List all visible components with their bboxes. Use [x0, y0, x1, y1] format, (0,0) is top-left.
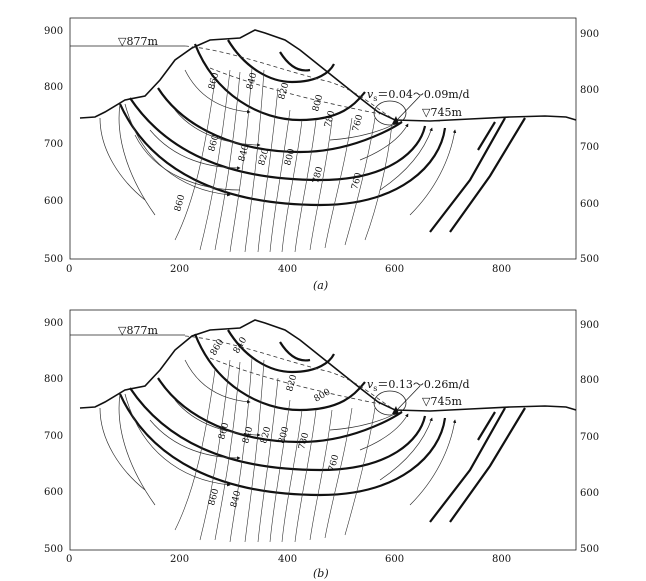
panel-a: 860 840 820 800 780 760 860 840 820 800 … [44, 17, 599, 292]
svg-text:840: 840 [245, 71, 259, 90]
svg-text:0: 0 [66, 554, 72, 565]
svg-text:860: 860 [207, 71, 221, 90]
svg-text:800: 800 [44, 82, 63, 93]
panel-b: 860 840 820 800 860 840 820 800 780 760 … [44, 309, 599, 580]
panel-a-slide-surface-inner [157, 87, 403, 154]
panel-b-flow-lines [99, 359, 457, 506]
panel-b-caption: (b) [313, 567, 329, 580]
svg-text:500: 500 [44, 544, 63, 555]
panel-a-velocity: vs＝0.04～0.09m/d [367, 88, 470, 103]
panel-b-slide-surface-upper-outer [193, 333, 366, 412]
svg-text:800: 800 [311, 93, 325, 112]
svg-text:800: 800 [492, 554, 511, 565]
svg-text:860: 860 [207, 487, 221, 506]
svg-text:800: 800 [277, 425, 291, 444]
panel-b-upstream-level: ▽877m [118, 324, 158, 337]
svg-text:800: 800 [580, 375, 599, 386]
panel-a-slide-surface-upper-outer [193, 43, 366, 122]
svg-text:700: 700 [44, 431, 63, 442]
svg-text:860: 860 [173, 193, 187, 212]
svg-text:400: 400 [278, 264, 297, 275]
panel-a-axes: 900 800 700 600 500 900 800 700 600 500 … [44, 26, 599, 275]
svg-text:600: 600 [44, 196, 63, 207]
svg-text:700: 700 [44, 139, 63, 150]
svg-text:500: 500 [580, 544, 599, 555]
svg-text:860: 860 [209, 337, 226, 357]
svg-text:780: 780 [311, 165, 325, 184]
svg-text:500: 500 [580, 254, 599, 265]
panel-b-bedrock-line-2 [449, 407, 526, 523]
panel-b-discharge-marker [392, 406, 399, 414]
svg-text:820: 820 [259, 425, 273, 444]
panel-a-discharge-marker [392, 116, 399, 124]
panel-b-bedrock-line-1 [429, 407, 506, 523]
svg-text:840: 840 [241, 425, 255, 444]
svg-text:760: 760 [351, 113, 365, 132]
svg-text:780: 780 [297, 431, 311, 450]
panel-b-slide-surface-inner [157, 377, 403, 444]
svg-text:600: 600 [580, 488, 599, 499]
svg-text:700: 700 [580, 142, 599, 153]
panel-b-phreatic-line [184, 335, 396, 411]
svg-text:800: 800 [313, 387, 333, 404]
panel-a-upstream-level: ▽877m [118, 35, 158, 48]
svg-text:820: 820 [257, 147, 271, 166]
panel-a-contour-labels: 860 840 820 800 780 760 860 840 820 800 … [173, 71, 365, 212]
svg-text:900: 900 [44, 26, 63, 37]
svg-text:200: 200 [170, 264, 189, 275]
panel-b-downstream-level: ▽745m [422, 395, 462, 408]
panel-b-slide-surface-middle [129, 387, 427, 472]
svg-text:760: 760 [327, 453, 341, 472]
panel-a-bedrock-line-2 [449, 117, 526, 233]
svg-text:600: 600 [385, 264, 404, 275]
svg-text:760: 760 [350, 171, 364, 190]
svg-text:780: 780 [323, 109, 337, 128]
panel-b-contour-labels: 860 840 820 800 860 840 820 800 780 760 … [207, 335, 341, 508]
panel-b-slide-surface-upper-inner [227, 329, 335, 374]
svg-text:800: 800 [44, 374, 63, 385]
svg-text:500: 500 [44, 254, 63, 265]
svg-text:400: 400 [278, 554, 297, 565]
panel-a-slide-surface-middle [129, 97, 427, 182]
panel-a-slide-surface-upper-inner [227, 39, 335, 84]
svg-text:600: 600 [385, 554, 404, 565]
panel-a-ground-surface [79, 29, 577, 122]
panel-a-flow-lines [99, 69, 457, 216]
svg-text:900: 900 [580, 320, 599, 331]
svg-text:840: 840 [237, 143, 251, 162]
svg-text:820: 820 [285, 373, 299, 392]
svg-text:800: 800 [492, 264, 511, 275]
panel-b-frame [69, 309, 577, 551]
svg-text:900: 900 [44, 318, 63, 329]
panel-a-frame [69, 17, 577, 260]
panel-a-slide-surface-outer [118, 103, 447, 207]
svg-text:200: 200 [170, 554, 189, 565]
svg-text:800: 800 [580, 85, 599, 96]
svg-text:820: 820 [277, 81, 291, 100]
svg-text:0: 0 [66, 264, 72, 275]
panel-b-discharge-zone [373, 390, 407, 416]
panel-a-discharge-zone [373, 100, 407, 126]
panel-a-bedrock-line-1 [429, 117, 506, 233]
svg-text:800: 800 [283, 147, 297, 166]
panel-a-equipotential-lines [174, 67, 393, 253]
svg-text:700: 700 [580, 432, 599, 443]
panel-a-downstream-level: ▽745m [422, 106, 462, 119]
panel-b-equipotential-lines [174, 357, 376, 543]
panel-b-axes: 900 800 700 600 500 900 800 700 600 500 … [44, 318, 599, 565]
panel-b-ground-surface [79, 319, 577, 412]
svg-text:900: 900 [580, 29, 599, 40]
panel-a-phreatic-line [184, 45, 396, 121]
svg-text:840: 840 [229, 489, 243, 508]
svg-text:600: 600 [580, 199, 599, 210]
panel-a-slide-surface-upper-step [279, 51, 311, 72]
svg-text:600: 600 [44, 487, 63, 498]
panel-a-caption: (a) [313, 279, 328, 292]
svg-text:860: 860 [207, 133, 221, 152]
panel-b-slide-surface-outer [118, 393, 447, 497]
svg-text:860: 860 [217, 421, 231, 440]
panel-b-velocity: vs＝0.13～0.26m/d [367, 378, 470, 393]
